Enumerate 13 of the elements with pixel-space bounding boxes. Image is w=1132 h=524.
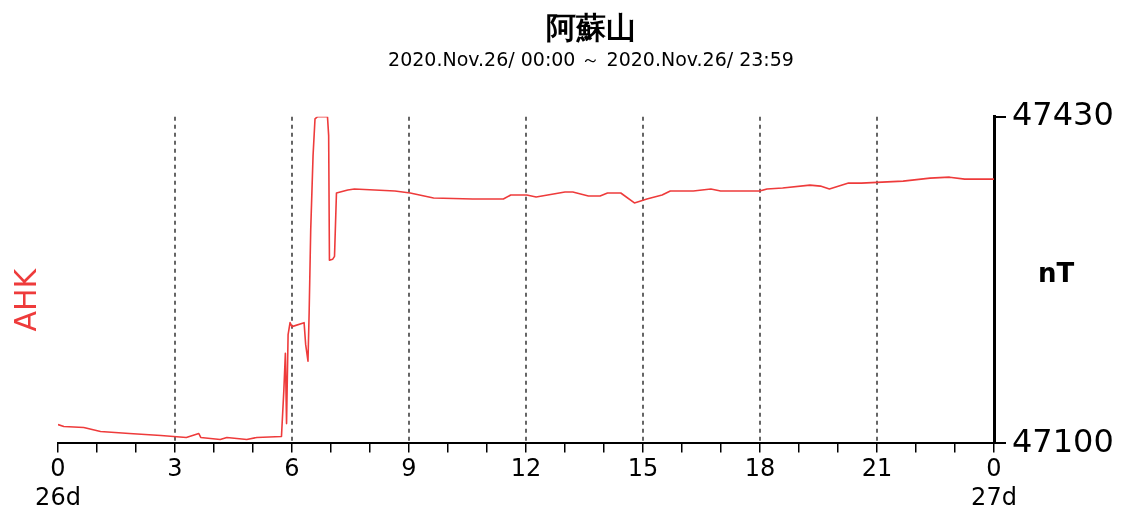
y-axis-title: nT bbox=[1037, 257, 1075, 288]
x-tick-label: 9 bbox=[401, 454, 417, 483]
chart-subtitle: 2020.Nov.26/ 00:00 ～ 2020.Nov.26/ 23:59 bbox=[388, 48, 794, 71]
chart-title: 阿蘇山 bbox=[546, 9, 636, 45]
x-tick-label: 18 bbox=[744, 454, 776, 483]
x-tick-label: 3 bbox=[167, 454, 183, 483]
y-tick-label: 47430 bbox=[1012, 95, 1114, 134]
x-tick-label: 15 bbox=[627, 454, 659, 483]
x-tick-label: 12 bbox=[510, 454, 542, 483]
x-tick-label: 6 bbox=[284, 454, 300, 483]
x-tick-label: 0 26d bbox=[35, 454, 81, 511]
x-tick-label: 21 bbox=[861, 454, 893, 483]
text: AHK bbox=[7, 267, 43, 332]
